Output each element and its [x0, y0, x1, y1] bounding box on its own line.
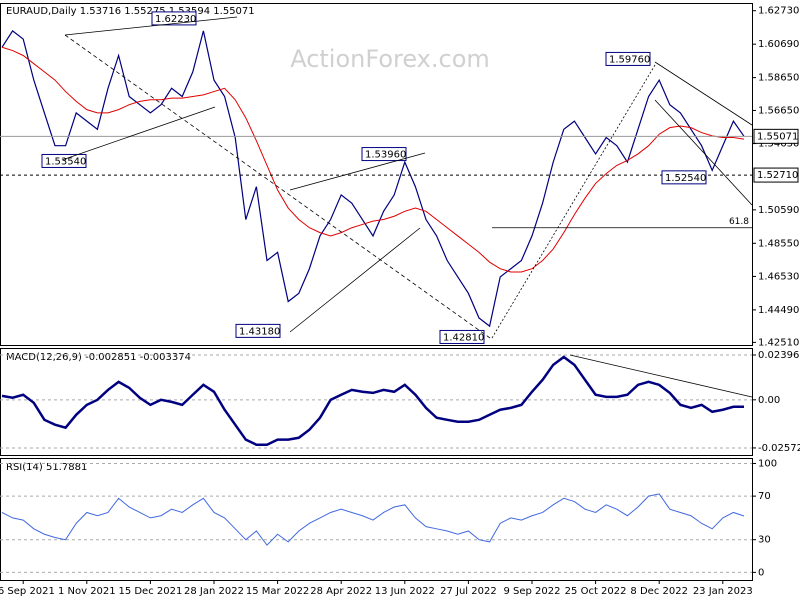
x-tick-label: 23 Jan 2023 — [693, 586, 753, 597]
x-tick-label: 28 Jan 2022 — [184, 586, 244, 597]
series-line — [1, 493, 745, 546]
annotation-box — [235, 323, 281, 338]
y-tick-label: 1.60690 — [758, 39, 799, 50]
annotation-label: 1.59760 — [609, 54, 650, 65]
trend-line — [289, 152, 426, 191]
level-label: 1.52710 — [757, 170, 798, 181]
level-label: 1.55071 — [757, 131, 798, 142]
level-box — [753, 167, 799, 183]
annotation-label: 1.52540 — [665, 173, 706, 184]
x-tick-label: 15 Dec 2021 — [118, 586, 182, 597]
rsi-panel — [0, 458, 753, 581]
watermark: ActionForex.com — [290, 45, 490, 73]
macd-panel — [0, 348, 753, 456]
annotation-box — [361, 147, 407, 162]
trend-line — [61, 106, 216, 161]
x-tick-label: 27 Jul 2022 — [440, 586, 497, 597]
annotation-label: 1.62230 — [155, 14, 196, 25]
level-box — [753, 128, 799, 144]
x-tick-label: 9 Sep 2022 — [503, 586, 560, 597]
y-tick-label: -0.025726 — [758, 443, 800, 454]
y-tick-label: 0.00 — [758, 395, 780, 406]
y-tick-label: 0 — [758, 567, 764, 578]
trend-line — [289, 227, 421, 333]
x-tick-label: 25 Oct 2022 — [565, 586, 627, 597]
annotation-box — [661, 170, 707, 185]
x-tick-label: 8 Dec 2022 — [630, 586, 688, 597]
annotation-box — [151, 11, 197, 26]
y-tick-label: 100 — [758, 458, 777, 469]
trend-line — [654, 61, 753, 126]
x-tick-label: 28 Apr 2022 — [310, 586, 372, 597]
series-line — [1, 30, 745, 328]
y-tick-label: 1.62730 — [758, 6, 799, 17]
y-tick-label: 1.44490 — [758, 305, 799, 316]
rsi-title: RSI(14) 51.7881 — [6, 462, 87, 473]
series-line — [1, 355, 744, 446]
trend-line — [64, 34, 491, 339]
x-tick-label: 15 Mar 2022 — [246, 586, 309, 597]
x-tick-label: 13 Jun 2022 — [375, 586, 435, 597]
trend-line — [654, 99, 753, 206]
y-tick-label: 1.46530 — [758, 271, 799, 282]
y-tick-label: 0.023963 — [758, 350, 800, 361]
macd-title: MACD(12,26,9) -0.002851 -0.003374 — [6, 352, 191, 363]
y-tick-label: 70 — [758, 491, 771, 502]
y-tick-label: 30 — [758, 535, 771, 546]
annotation-box — [439, 329, 485, 344]
trend-line — [491, 64, 656, 339]
annotation-label: 1.53960 — [365, 150, 406, 161]
annotation-label: 1.43180 — [239, 326, 280, 337]
chart-title: EURAUD,Daily 1.53716 1.55275 1.53594 1.5… — [6, 6, 255, 17]
y-tick-label: 1.54630 — [758, 139, 799, 150]
annotation-label: 1.53540 — [45, 156, 86, 167]
y-tick-label: 1.48550 — [758, 238, 799, 249]
y-tick-label: 1.42510 — [758, 337, 799, 348]
trend-line — [569, 354, 753, 398]
annotation-box — [605, 51, 651, 66]
x-tick-label: 1 Nov 2021 — [58, 586, 116, 597]
y-tick-label: 1.56650 — [758, 105, 799, 116]
x-tick-label: 16 Sep 2021 — [0, 586, 55, 597]
series-line — [1, 46, 745, 273]
y-tick-label: 1.50590 — [758, 205, 799, 216]
annotation-label: 1.42810 — [443, 332, 484, 343]
fib-label: 61.8 — [729, 217, 749, 227]
y-tick-label: 1.58650 — [758, 73, 799, 84]
trend-line — [64, 16, 238, 36]
annotation-box — [41, 153, 87, 168]
